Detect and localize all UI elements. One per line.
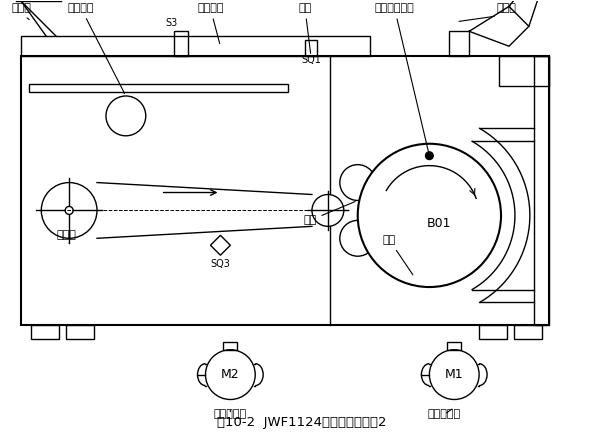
Circle shape — [65, 206, 73, 215]
Circle shape — [358, 144, 501, 287]
Circle shape — [106, 96, 146, 136]
Polygon shape — [210, 235, 230, 255]
Bar — [31, 325, 59, 339]
Text: 图10-2  JWF1124清棉机的结构图2: 图10-2 JWF1124清棉机的结构图2 — [217, 417, 387, 429]
Bar — [514, 325, 542, 339]
Text: 打手测速开关: 打手测速开关 — [374, 4, 429, 153]
Text: S3: S3 — [165, 18, 178, 28]
Bar — [173, 31, 188, 56]
Circle shape — [205, 350, 255, 399]
Circle shape — [425, 152, 433, 160]
Circle shape — [41, 183, 97, 238]
Bar — [30, 84, 288, 92]
Circle shape — [340, 165, 376, 201]
Text: SQ3: SQ3 — [210, 259, 230, 269]
Bar — [66, 325, 94, 339]
Bar — [479, 325, 507, 339]
Bar — [223, 342, 237, 350]
Text: M1: M1 — [445, 368, 463, 381]
Bar — [305, 40, 317, 56]
Text: 罗拉: 罗拉 — [303, 201, 355, 226]
Text: 给棉电动机: 给棉电动机 — [214, 410, 247, 420]
Bar — [534, 56, 549, 325]
Circle shape — [312, 194, 344, 226]
Text: 出棉口: 出棉口 — [496, 4, 516, 14]
Text: 输棉帘: 输棉帘 — [56, 230, 76, 243]
Bar — [21, 56, 549, 325]
Text: 门限: 门限 — [298, 4, 312, 53]
Circle shape — [429, 350, 479, 399]
Bar — [449, 31, 469, 56]
Bar — [499, 56, 549, 86]
Text: 进棉口: 进棉口 — [11, 4, 31, 20]
Bar — [21, 36, 370, 56]
Text: 棉层超厚: 棉层超厚 — [197, 4, 223, 43]
Circle shape — [340, 220, 376, 256]
Bar — [448, 342, 461, 350]
Text: 压棉罗拉: 压棉罗拉 — [68, 4, 124, 94]
Text: M2: M2 — [221, 368, 240, 381]
Text: SQ1: SQ1 — [301, 55, 321, 65]
Text: B01: B01 — [427, 217, 452, 230]
Text: 打手: 打手 — [383, 235, 413, 275]
Text: 打手电动机: 打手电动机 — [428, 409, 461, 420]
